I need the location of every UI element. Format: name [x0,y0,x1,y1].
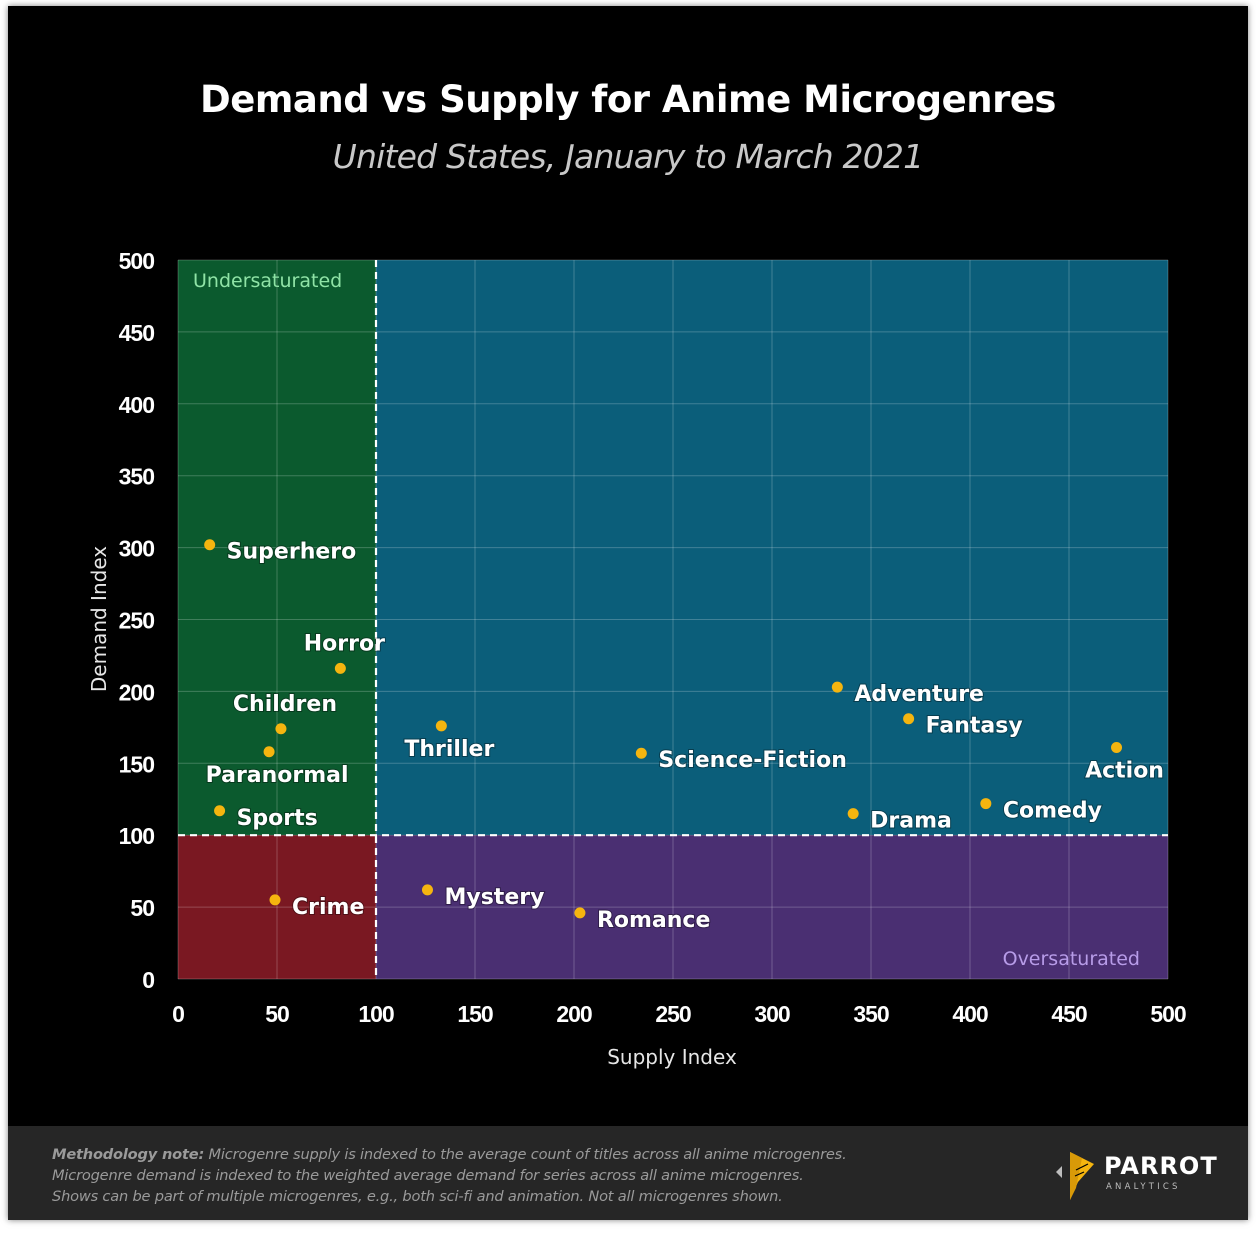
quadrant-regions [178,260,1168,979]
point-fantasy [903,713,915,725]
x-tick-label: 300 [754,1001,790,1027]
x-tick-label: 150 [457,1001,493,1027]
chart-title: Demand vs Supply for Anime Microgenres [200,78,1056,121]
point-label-superhero: Superhero [227,540,357,565]
point-label-crime: Crime [292,895,364,920]
y-tick-label: 50 [130,895,154,921]
x-axis-label: Supply Index [607,1045,737,1069]
point-drama [847,808,859,820]
point-label-science-fiction: Science-Fiction [658,748,847,773]
point-science-fiction [635,747,647,759]
point-label-comedy: Comedy [1003,799,1102,824]
note-bold: Methodology note: [52,1146,205,1163]
methodology-note: Methodology note: Microgenre supply is i… [52,1144,1032,1207]
point-label-children: Children [233,692,337,717]
point-label-romance: Romance [597,908,710,933]
region-label-oversaturated: Oversaturated [1003,948,1140,970]
y-tick-label: 100 [119,823,155,849]
point-sports [214,805,226,817]
x-tick-label: 50 [265,1001,289,1027]
point-label-mystery: Mystery [444,885,544,910]
point-adventure [831,681,843,693]
y-tick-label: 400 [119,392,155,418]
point-label-action: Action [1085,758,1164,783]
point-label-horror: Horror [304,631,385,656]
point-label-drama: Drama [870,809,952,834]
logo-text: PARROT [1104,1152,1218,1180]
x-tick-label: 350 [853,1001,889,1027]
x-tick-label: 250 [655,1001,691,1027]
x-axis-ticks: 0 50 100 150 200 250 300 350 400 450 500 [172,1001,1187,1027]
grid-lines [177,259,1169,980]
scatter-chart: Undersaturated Oversaturated 0 50 100 150 200… [87,248,1187,1069]
note-line-2: Microgenre demand is indexed to the weig… [52,1167,804,1184]
point-label-thriller: Thriller [404,737,494,762]
y-axis-ticks: 0 50 100 150 200 250 300 350 400 450 500 [119,248,156,993]
footer: Methodology note: Microgenre supply is i… [8,1126,1248,1220]
y-tick-label: 250 [119,608,155,634]
point-action [1111,741,1123,753]
point-crime [269,894,281,906]
parrot-logo-icon [1056,1152,1094,1200]
threshold-lines: Undersaturated Oversaturated [178,260,1168,979]
point-paranormal [263,746,275,758]
y-axis-label: Demand Index [87,546,111,692]
point-label-fantasy: Fantasy [926,714,1023,739]
point-comedy [980,798,992,810]
y-tick-label: 0 [142,967,154,993]
region-3 [376,835,1168,979]
y-tick-label: 450 [119,320,155,346]
x-tick-label: 200 [556,1001,592,1027]
region-2 [178,835,376,979]
y-tick-label: 200 [119,679,155,705]
data-points: Superhero Horror Children Paranormal Sports C… [204,539,1165,934]
region-1 [376,260,1168,836]
point-label-paranormal: Paranormal [206,763,349,788]
note-line-3: Shows can be part of multiple microgenre… [52,1188,783,1205]
point-children [275,723,287,735]
point-thriller [435,720,447,732]
y-tick-label: 500 [119,248,155,274]
point-mystery [421,884,433,896]
y-tick-label: 300 [119,536,155,562]
note-line-1: Microgenre supply is indexed to the aver… [204,1146,847,1163]
logo-subtext: ANALYTICS [1106,1182,1181,1192]
x-tick-label: 450 [1051,1001,1087,1027]
point-horror [334,662,346,674]
x-tick-label: 0 [172,1001,184,1027]
point-label-adventure: Adventure [854,682,984,707]
point-label-sports: Sports [237,806,318,831]
x-tick-label: 100 [358,1001,394,1027]
point-romance [574,907,586,919]
chart-subtitle: United States, January to March 2021 [332,137,924,176]
point-superhero [204,539,216,551]
parrot-analytics-logo: PARROT ANALYTICS [1048,1148,1228,1204]
x-tick-label: 500 [1150,1001,1186,1027]
x-tick-label: 400 [952,1001,988,1027]
y-tick-label: 350 [119,464,155,490]
region-label-undersaturated: Undersaturated [193,270,342,292]
y-tick-label: 150 [119,751,155,777]
